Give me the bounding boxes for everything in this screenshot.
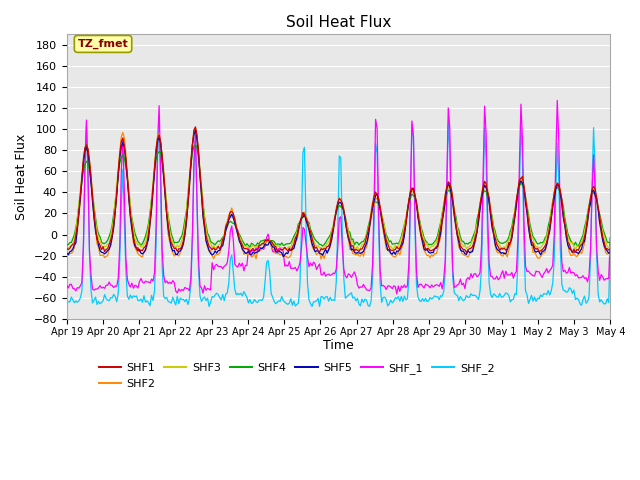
SHF5: [579, 240, 587, 246]
SHF_1: [554, 97, 561, 103]
Line: SHF4: SHF4: [67, 144, 611, 247]
SHF_1: [301, 227, 308, 232]
SHF_2: [253, 300, 261, 305]
SHF1: [244, 247, 252, 252]
SHF4: [255, 241, 263, 247]
SHF1: [302, 215, 310, 221]
SHF2: [63, 252, 70, 257]
Line: SHF_2: SHF_2: [67, 122, 611, 306]
SHF4: [579, 232, 587, 238]
SHF3: [227, 213, 234, 218]
SHF_2: [579, 297, 587, 302]
SHF2: [191, 127, 199, 132]
SHF2: [607, 253, 614, 259]
SHF_1: [63, 283, 70, 288]
SHF_2: [63, 300, 70, 305]
SHF_2: [205, 303, 213, 309]
SHF3: [607, 244, 614, 250]
SHF3: [129, 226, 137, 232]
SHF4: [244, 243, 252, 249]
SHF1: [227, 209, 234, 215]
SHF3: [191, 129, 199, 135]
SHF5: [227, 214, 234, 220]
SHF3: [355, 247, 363, 253]
SHF5: [63, 251, 70, 256]
SHF3: [579, 237, 587, 242]
SHF5: [253, 249, 261, 255]
Line: SHF_1: SHF_1: [67, 100, 611, 294]
SHF4: [191, 142, 199, 147]
SHF5: [129, 236, 137, 241]
SHF5: [244, 249, 252, 254]
SHF2: [244, 252, 252, 257]
SHF1: [129, 234, 137, 240]
SHF_2: [244, 300, 252, 306]
SHF1: [568, 250, 576, 255]
SHF2: [129, 240, 137, 246]
Line: SHF5: SHF5: [67, 130, 611, 257]
SHF2: [253, 248, 261, 254]
SHF3: [63, 246, 70, 252]
SHF5: [280, 254, 287, 260]
SHF2: [317, 256, 325, 262]
X-axis label: Time: Time: [323, 339, 354, 352]
Line: SHF3: SHF3: [67, 132, 611, 250]
SHF4: [607, 240, 614, 246]
Y-axis label: Soil Heat Flux: Soil Heat Flux: [15, 133, 28, 220]
Line: SHF1: SHF1: [67, 127, 611, 252]
SHF_2: [302, 216, 310, 222]
SHF4: [63, 242, 70, 248]
SHF4: [129, 223, 137, 228]
SHF_2: [227, 256, 234, 262]
SHF_2: [444, 120, 452, 125]
SHF_1: [393, 291, 401, 297]
SHF_1: [225, 249, 232, 254]
SHF4: [246, 244, 254, 250]
Line: SHF2: SHF2: [67, 130, 611, 259]
SHF5: [607, 250, 614, 256]
Legend: SHF1, SHF2, SHF3, SHF4, SHF5, SHF_1, SHF_2: SHF1, SHF2, SHF3, SHF4, SHF5, SHF_1, SHF…: [94, 359, 499, 393]
SHF5: [191, 127, 199, 132]
SHF_1: [579, 273, 587, 278]
SHF_2: [129, 293, 137, 299]
SHF_1: [129, 285, 137, 291]
SHF4: [227, 218, 234, 224]
Title: Soil Heat Flux: Soil Heat Flux: [286, 15, 391, 30]
SHF3: [244, 245, 252, 251]
SHF2: [579, 246, 587, 252]
SHF1: [253, 246, 261, 252]
SHF5: [303, 222, 311, 228]
SHF1: [191, 124, 199, 130]
SHF_1: [607, 235, 614, 240]
SHF1: [63, 245, 70, 251]
SHF_2: [607, 235, 614, 241]
SHF4: [303, 219, 311, 225]
SHF_1: [243, 263, 251, 268]
SHF3: [302, 214, 310, 220]
SHF2: [302, 214, 310, 219]
SHF_1: [252, 245, 260, 251]
SHF1: [607, 246, 614, 252]
SHF1: [579, 240, 587, 246]
Text: TZ_fmet: TZ_fmet: [77, 39, 129, 49]
SHF2: [227, 210, 234, 216]
SHF3: [253, 243, 261, 249]
